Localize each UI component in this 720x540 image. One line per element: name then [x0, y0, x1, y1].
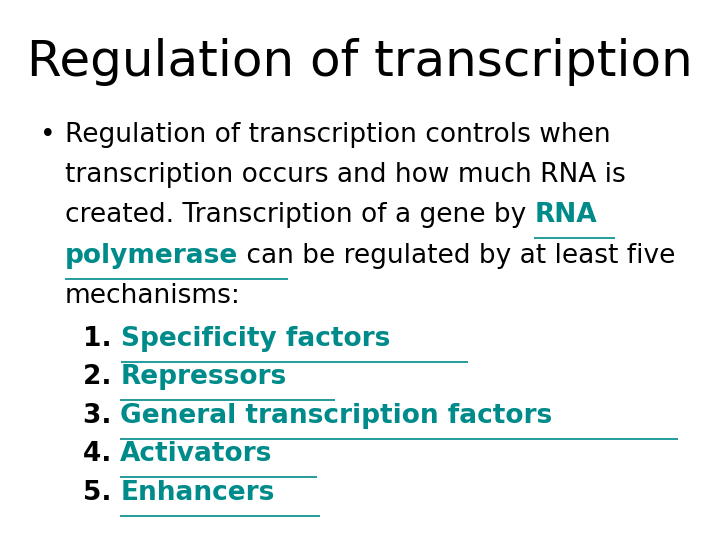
Text: •: •: [40, 122, 55, 147]
Text: Regulation of transcription: Regulation of transcription: [27, 38, 693, 86]
Text: can be regulated by at least five: can be regulated by at least five: [238, 243, 675, 269]
Text: mechanisms:: mechanisms:: [65, 284, 240, 309]
Text: 1.: 1.: [83, 326, 120, 352]
Text: polymerase: polymerase: [65, 243, 238, 269]
Text: transcription occurs and how much RNA is: transcription occurs and how much RNA is: [65, 162, 626, 188]
Text: Regulation of transcription controls when: Regulation of transcription controls whe…: [65, 122, 611, 147]
Text: 3.: 3.: [83, 403, 120, 429]
Text: 2.: 2.: [83, 364, 120, 390]
Text: Activators: Activators: [120, 441, 273, 468]
Text: Enhancers: Enhancers: [120, 480, 275, 506]
Text: Specificity factors: Specificity factors: [120, 326, 390, 352]
Text: 5.: 5.: [83, 480, 120, 506]
Text: created. Transcription of a gene by: created. Transcription of a gene by: [65, 202, 534, 228]
Text: Repressors: Repressors: [120, 364, 287, 390]
Text: RNA: RNA: [534, 202, 597, 228]
Text: 4.: 4.: [83, 441, 120, 468]
Text: General transcription factors: General transcription factors: [120, 403, 553, 429]
